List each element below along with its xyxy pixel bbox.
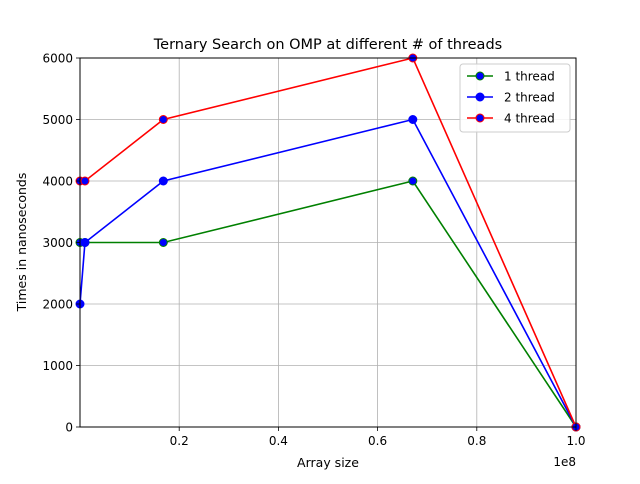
legend-entry: 4 thread <box>467 112 555 126</box>
legend-entry: 2 thread <box>467 91 555 105</box>
data-point <box>408 176 418 186</box>
legend-entry: 1 thread <box>467 70 555 84</box>
legend: 1 thread 2 thread 4 thread <box>459 63 571 133</box>
x-tick-label: 1.0 <box>566 434 585 448</box>
legend-marker <box>475 92 485 102</box>
y-tick-label: 5000 <box>42 113 73 127</box>
legend-label: 1 thread <box>504 70 555 84</box>
data-point <box>158 238 168 247</box>
data-point <box>80 238 90 247</box>
x-tick-label: 0.8 <box>467 434 486 448</box>
y-axis-label: Times in nanoseconds <box>14 173 29 313</box>
x-tick-label: 0.6 <box>368 434 387 448</box>
y-tick-label: 4000 <box>42 175 73 189</box>
y-tick-label: 3000 <box>42 236 73 250</box>
legend-label: 4 thread <box>504 112 555 126</box>
y-tick-label: 6000 <box>42 52 73 66</box>
ticks: 0.2 0.4 0.6 0.8 1.0 0 1000 2000 3000 4000 5000 6000 <box>42 52 585 449</box>
legend-marker <box>475 71 485 81</box>
legend-label: 2 thread <box>504 91 555 105</box>
y-tick-label: 1000 <box>42 359 73 373</box>
chart-title: Ternary Search on OMP at different # of … <box>153 37 502 53</box>
x-axis-label: Array size <box>297 455 359 470</box>
data-point <box>158 176 168 186</box>
legend-box <box>459 63 571 133</box>
legend-marker <box>475 113 485 123</box>
x-tick-label: 0.2 <box>170 434 189 448</box>
data-point <box>408 115 418 124</box>
data-point <box>158 115 168 124</box>
y-tick-label: 2000 <box>42 298 73 312</box>
y-tick-label: 0 <box>65 421 73 435</box>
x-tick-label: 0.4 <box>269 434 288 448</box>
data-point <box>80 176 90 186</box>
x-axis-offset-label: 1e8 <box>553 455 576 469</box>
